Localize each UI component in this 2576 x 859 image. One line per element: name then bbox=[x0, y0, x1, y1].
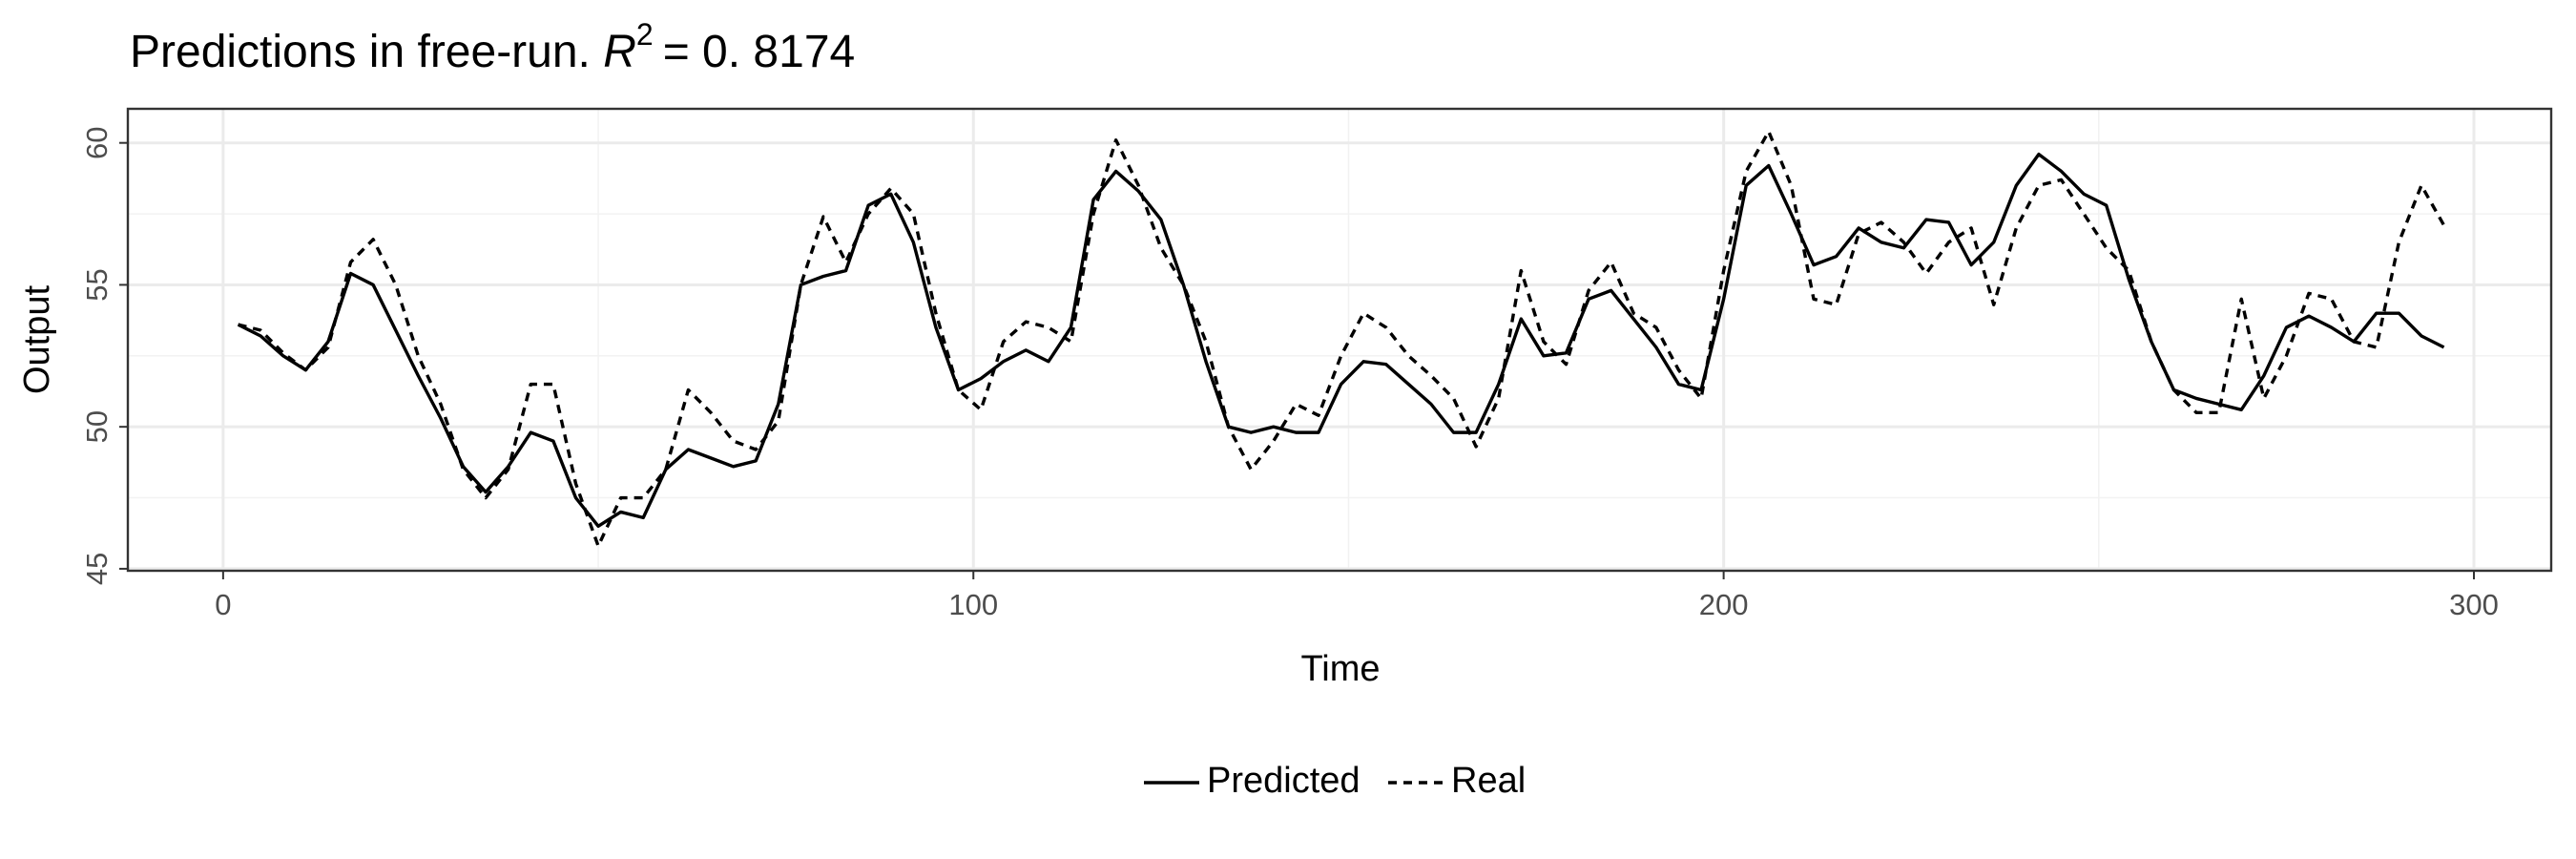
title-text: Predictions in free-run. bbox=[130, 27, 603, 77]
title-rest: = 0. 8174 bbox=[663, 27, 856, 77]
x-axis-title: Time bbox=[1300, 649, 1380, 689]
x-tick-label: 300 bbox=[2449, 588, 2499, 621]
title-sup: 2 bbox=[636, 17, 654, 52]
x-tick-label: 100 bbox=[948, 588, 998, 621]
panel-border bbox=[126, 107, 2553, 573]
x-tick-label: 200 bbox=[1699, 588, 1749, 621]
y-axis-title: Output bbox=[17, 285, 57, 395]
x-tick-label: 0 bbox=[215, 588, 231, 621]
y-tick-label: 55 bbox=[80, 268, 114, 301]
y-tick-label: 45 bbox=[80, 553, 114, 585]
series-line bbox=[237, 152, 2445, 528]
y-tick-label: 60 bbox=[80, 126, 114, 158]
title-var: R bbox=[603, 27, 636, 77]
chart-title: Predictions in free-run. R2 = 0. 8174 bbox=[130, 17, 855, 76]
legend-label: Predicted bbox=[1207, 761, 1361, 801]
series-line bbox=[238, 130, 2446, 548]
legend-label: Real bbox=[1451, 761, 1526, 801]
y-tick-label: 50 bbox=[80, 410, 114, 443]
